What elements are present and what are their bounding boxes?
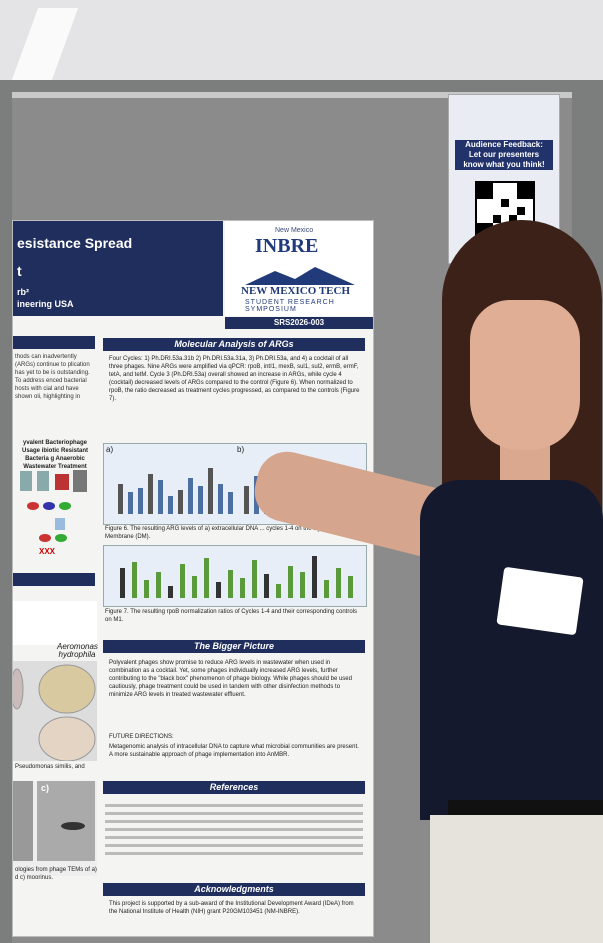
figure7-bar <box>156 572 161 598</box>
tem-panel-label: c) <box>41 783 50 793</box>
figure7-bar <box>132 562 137 598</box>
figure7-bar <box>168 586 173 598</box>
figure7-panel <box>103 545 367 607</box>
logo-small-text: New Mexico <box>275 227 314 234</box>
figure7-bar <box>300 572 305 598</box>
figure7-bar <box>120 568 125 598</box>
poster-author: rb² <box>17 287 29 297</box>
figure7-bar <box>264 574 269 598</box>
pseudomonas-label: Pseudomonas similis, and <box>15 764 85 770</box>
presenter-face <box>470 300 580 450</box>
future-text: Metagenomic analysis of intracellular DN… <box>109 744 359 758</box>
poster-title-line2: t <box>17 263 22 279</box>
poster-header: esistance Spread t rb² ineering USA <box>13 221 223 316</box>
figure7-bar <box>228 570 233 598</box>
chart-a-label: a) <box>106 445 114 454</box>
left-section-bar <box>13 336 95 349</box>
figure7-bar-chart <box>120 556 353 598</box>
figure6-bar <box>218 484 223 514</box>
poster-title-line1: esistance Spread <box>17 235 133 251</box>
figure6-bar <box>228 492 233 514</box>
treatment-diagram: XXX <box>20 470 87 556</box>
ceiling <box>0 0 603 80</box>
left-intro-text: thods can inadvertently (ARGs) continue … <box>15 354 90 400</box>
tem-images <box>13 781 97 876</box>
figure6-bar <box>208 468 213 514</box>
bigger-text: Polyvalent phages show promise to reduce… <box>109 660 352 698</box>
left-section-bar-2 <box>13 573 95 586</box>
figure6-bar <box>118 484 123 514</box>
presenter-shirt <box>420 480 603 820</box>
feedback-line3: know what you think! <box>463 160 545 169</box>
figure6-caption: Figure 6. The resulting ARG levels of a)… <box>105 526 337 540</box>
mountain-icon <box>245 267 355 285</box>
figure6-bar <box>158 480 163 514</box>
figure7-bar <box>240 578 245 598</box>
petri-dish-images <box>13 661 97 761</box>
left-figure-title: yvalent Bacteriophage Usage ibiotic Resi… <box>21 440 89 470</box>
figure7-bar <box>336 568 341 598</box>
poster-affiliation: ineering USA <box>17 299 74 309</box>
figure7-bar <box>204 558 209 598</box>
poster-id: SRS2026-003 <box>225 317 373 329</box>
figure7-bar <box>324 580 329 598</box>
ack-text: This project is supported by a sub-award… <box>109 901 354 915</box>
figure7-bar <box>180 564 185 598</box>
figure7-bar <box>252 560 257 598</box>
figure7-bar <box>276 584 281 598</box>
figure6-bar <box>188 478 193 514</box>
section-references-title: References <box>103 781 365 794</box>
figure7-bar <box>144 580 149 598</box>
references-list <box>105 799 363 871</box>
figure7-bar <box>216 582 221 598</box>
feedback-line2: Let our presenters <box>468 150 540 159</box>
svg-text:XXX: XXX <box>39 547 56 556</box>
inbre-logo: New Mexico INBRE NEW MEXICO TECH STUDENT… <box>225 221 373 316</box>
figure7-caption: Figure 7. The resulting rpoB normalizati… <box>105 609 358 623</box>
section-bigger-title: The Bigger Picture <box>103 640 365 653</box>
figure6-bar <box>198 486 203 514</box>
tem-caption: ologies from phage TEMs of a) d c) moori… <box>15 867 97 881</box>
molecular-text: Four Cycles: 1) Ph.DRI.53a.31b 2) Ph.DRI… <box>109 356 360 402</box>
aeromonas-label: Aeromonas hydrophila <box>57 642 98 659</box>
figure6-bar <box>178 490 183 514</box>
chart-b-label: b) <box>237 445 245 454</box>
logo-inbre: INBRE <box>255 235 319 257</box>
figure6-bar <box>148 474 153 514</box>
figure6-bar <box>244 486 249 514</box>
figure7-bar <box>288 566 293 598</box>
figure7-bar <box>348 576 353 598</box>
research-poster: esistance Spread t rb² ineering USA New … <box>12 220 374 937</box>
section-molecular-title: Molecular Analysis of ARGs <box>103 338 365 351</box>
figure6-bar <box>138 488 143 514</box>
presenter-pants <box>430 815 603 943</box>
figure6-bar <box>168 496 173 514</box>
logo-symposium: STUDENT RESEARCH SYMPOSIUM <box>245 299 335 313</box>
feedback-heading: Audience Feedback: Let our presenters kn… <box>455 140 553 170</box>
figure6-bar <box>128 492 133 514</box>
section-ack-title: Acknowledgments <box>103 883 365 896</box>
feedback-line1: Audience Feedback: <box>465 140 543 149</box>
figure7-bar <box>192 576 197 598</box>
figure7-bar <box>312 556 317 598</box>
name-badge <box>496 566 584 636</box>
logo-nmt: NEW MEXICO TECH <box>241 285 351 297</box>
future-heading: FUTURE DIRECTIONS: <box>109 734 174 740</box>
left-text-box <box>13 601 97 645</box>
